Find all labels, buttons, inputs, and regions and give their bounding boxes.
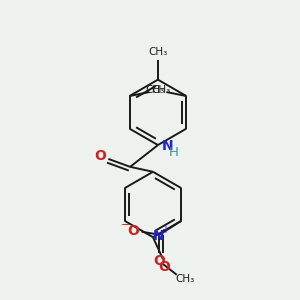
Text: CH₃: CH₃ (152, 85, 171, 95)
Text: O: O (154, 254, 165, 268)
Text: H: H (169, 146, 179, 160)
Text: −: − (121, 220, 130, 230)
Text: CH₃: CH₃ (175, 274, 194, 284)
Text: N: N (162, 139, 173, 153)
Text: CH₃: CH₃ (148, 47, 168, 57)
Text: +: + (161, 225, 169, 235)
Text: O: O (158, 260, 170, 274)
Text: O: O (127, 224, 139, 238)
Text: N: N (153, 229, 164, 243)
Text: CH₃: CH₃ (145, 85, 164, 95)
Text: O: O (94, 149, 106, 163)
